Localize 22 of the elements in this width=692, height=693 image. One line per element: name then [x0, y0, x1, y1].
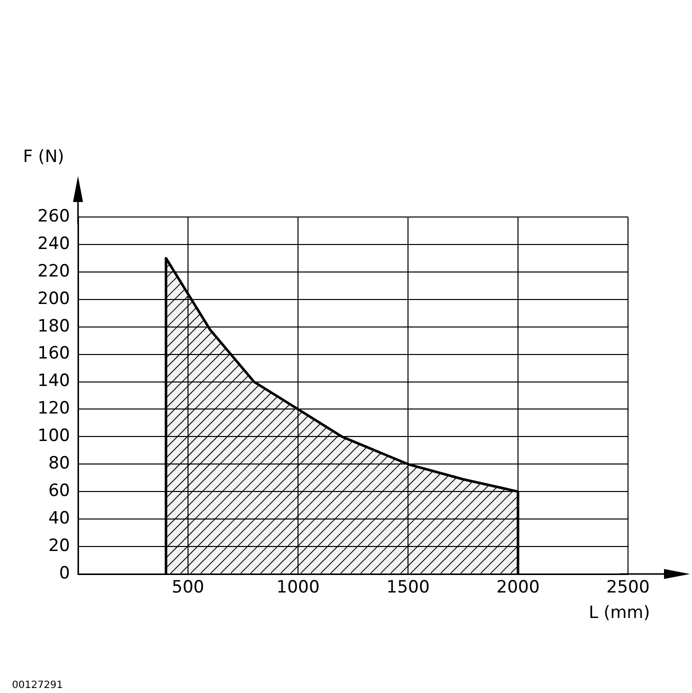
y-tick-label: 100: [38, 426, 70, 446]
x-tick-label: 2500: [606, 578, 650, 598]
y-tick-label: 240: [38, 234, 70, 254]
y-axis-title: F (N): [23, 147, 64, 167]
y-tick-label: 140: [38, 371, 70, 392]
y-tick-label: 220: [38, 261, 70, 282]
y-tick-label: 0: [59, 563, 70, 584]
text: 00127291: [12, 680, 63, 691]
x-tick-label: 500: [172, 578, 204, 598]
y-tick-label: 20: [48, 536, 70, 556]
x-tick-label: 2000: [496, 578, 540, 598]
y-tick-label: 260: [38, 206, 70, 226]
x-axis-title: L (mm): [588, 603, 650, 623]
y-tick-label: 160: [38, 344, 70, 364]
y-tick-label: 80: [48, 454, 70, 474]
x-tick-label: 1000: [276, 578, 320, 598]
y-tick-label: 180: [38, 316, 70, 336]
y-tick-label: 120: [38, 398, 70, 419]
y-tick-label: 40: [48, 508, 70, 528]
x-tick-label: 1500: [386, 578, 430, 598]
y-tick-label: 60: [48, 481, 70, 502]
y-tick-label: 200: [38, 288, 70, 309]
